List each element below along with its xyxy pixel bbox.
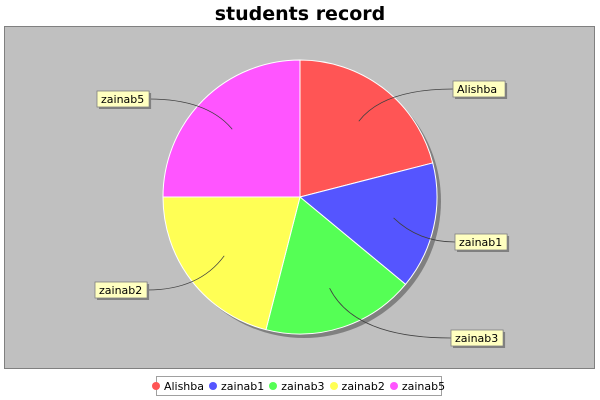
legend-swatch-icon — [209, 382, 218, 390]
legend-item-alishba: Alishba — [151, 379, 205, 393]
legend-item-zainab3: zainab3 — [269, 379, 325, 393]
legend-item-zainab2: zainab2 — [329, 379, 385, 393]
legend-label: Alishba — [163, 379, 205, 393]
plot-area: Alishba zainab1 zainab3 zainab2 zainab5 — [4, 26, 595, 369]
legend-swatch-icon — [329, 382, 338, 390]
leader-line-zainab1 — [393, 217, 456, 243]
label-box-zainab5 — [96, 90, 150, 108]
legend-label: zainab1 — [221, 379, 265, 393]
leader-line-zainab3 — [329, 288, 452, 339]
leader-line-zainab5 — [149, 98, 233, 130]
slice-label-zainab1: zainab1 — [459, 236, 502, 249]
label-box-zainab1 — [454, 233, 508, 251]
label-box-alishba — [452, 80, 506, 98]
label-box-zainab3 — [450, 329, 504, 347]
legend-label: zainab5 — [401, 379, 446, 393]
legend-item-zainab5: zainab5 — [389, 379, 446, 393]
slice-label-zainab2: zainab2 — [99, 284, 142, 297]
pie-slice-zainab3[interactable] — [265, 196, 407, 335]
pie-slice-alishba[interactable] — [299, 59, 434, 198]
legend-swatch-icon — [151, 382, 160, 390]
leader-line-alishba — [358, 88, 454, 122]
legend-item-zainab1: zainab1 — [209, 380, 264, 393]
legend-swatch-icon — [389, 382, 398, 390]
slice-label-zainab5: zainab5 — [101, 93, 144, 106]
legend-label: zainab3 — [281, 379, 325, 393]
legend-swatch-icon — [269, 382, 278, 390]
pie-slice-zainab2[interactable] — [162, 196, 301, 331]
slice-label-zainab3: zainab3 — [455, 332, 498, 345]
slice-label-alishba: Alishba — [457, 83, 497, 96]
legend: Alishba zainab1 zainab3 zainab2 zainab5 — [151, 376, 446, 396]
pie-slice-zainab1[interactable] — [298, 162, 438, 286]
leader-line-zainab2 — [147, 255, 225, 291]
pie-chart: Alishba zainab1 zainab3 zainab2 zainab5 — [94, 59, 510, 348]
legend-label: zainab2 — [341, 379, 385, 393]
label-box-zainab2 — [94, 281, 148, 299]
chart-title: students record — [214, 3, 386, 25]
